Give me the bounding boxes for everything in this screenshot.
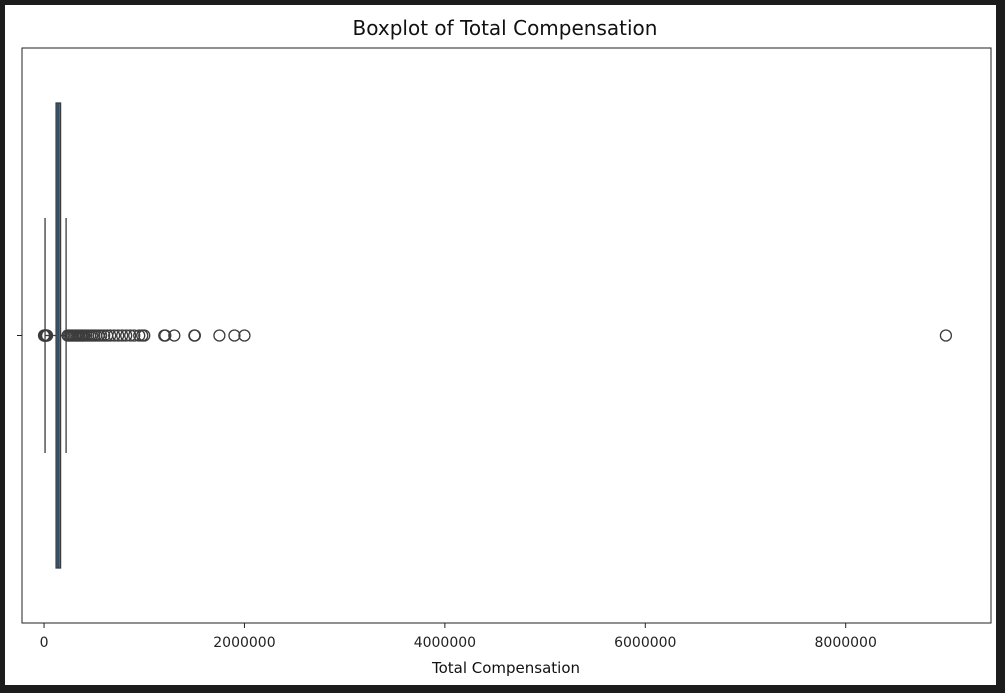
outlier-point xyxy=(213,329,226,342)
figure-canvas: Boxplot of Total Compensation 0 2000000 40… xyxy=(5,5,996,685)
outlier-point xyxy=(133,329,146,342)
x-tick-label: 4000000 xyxy=(414,635,476,651)
outlier-point xyxy=(104,329,117,342)
outlier-point xyxy=(138,329,151,342)
outlier-point xyxy=(939,329,953,342)
outlier-point xyxy=(112,329,125,342)
outlier-point xyxy=(168,329,181,342)
outlier-point xyxy=(228,329,241,342)
x-tick-label: 6000000 xyxy=(614,635,676,651)
x-tick-label: 2000000 xyxy=(213,635,275,651)
x-tick-label: 0 xyxy=(40,635,49,651)
outlier-point xyxy=(116,329,129,342)
outlier-point xyxy=(238,329,251,342)
outlier-point xyxy=(98,329,111,342)
x-axis-label: Total Compensation xyxy=(431,659,580,677)
outlier-point xyxy=(128,329,141,342)
chart-title: Boxplot of Total Compensation xyxy=(353,16,658,40)
outlier-point xyxy=(159,329,172,342)
outlier-point xyxy=(40,329,54,342)
outlier-point xyxy=(124,329,137,342)
outlier-point xyxy=(108,329,121,342)
plot-area xyxy=(21,47,992,624)
outlier-point xyxy=(95,329,108,342)
outlier-point xyxy=(120,329,133,342)
boxplot-chart: Boxplot of Total Compensation 0 2000000 40… xyxy=(17,16,992,677)
x-tick-label: 8000000 xyxy=(815,635,877,651)
outlier-point xyxy=(188,329,202,342)
